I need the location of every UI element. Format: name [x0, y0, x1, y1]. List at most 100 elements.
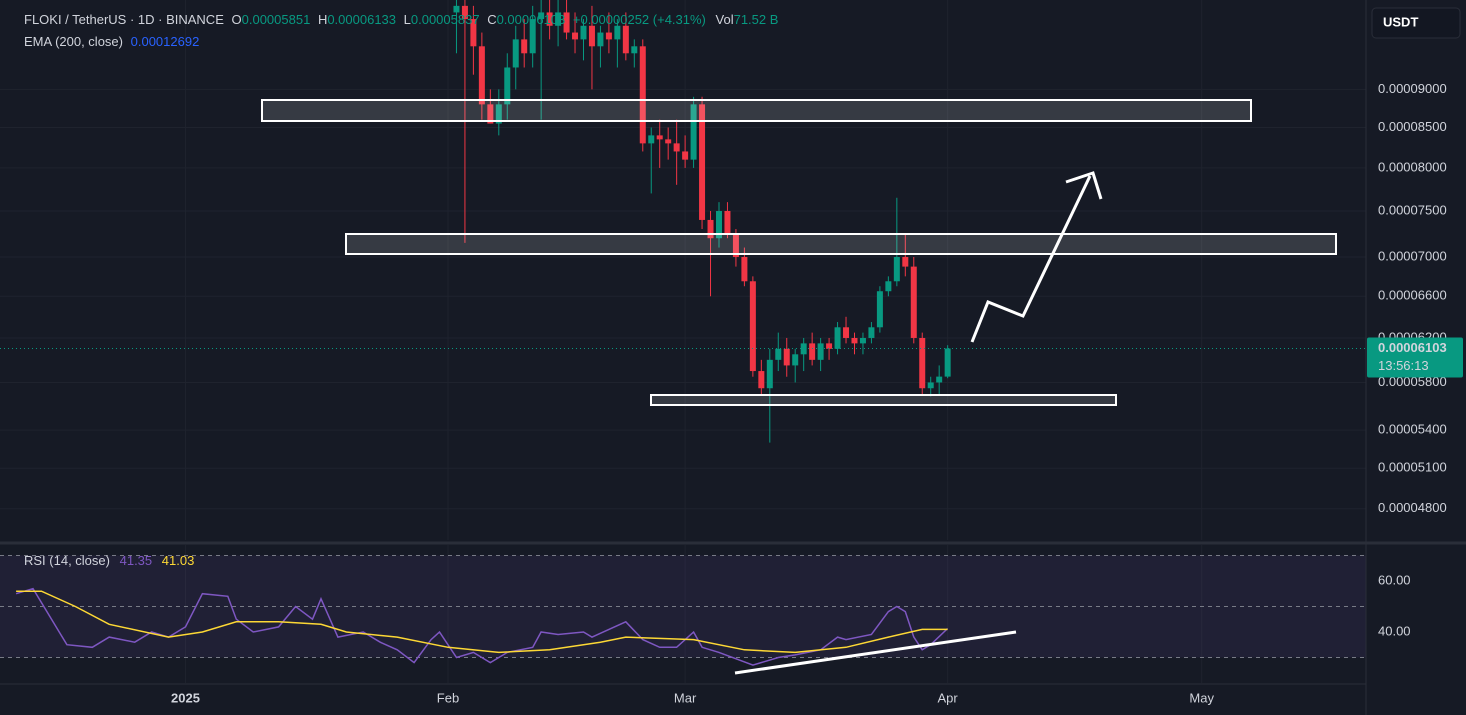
last-price-tag [1367, 337, 1463, 378]
legend: FLOKI / TetherUS · 1D · BINANCE O0.00005… [24, 12, 778, 27]
candle-body [521, 39, 528, 54]
x-tick-label: May [1189, 690, 1214, 705]
candle-body [868, 327, 875, 338]
y-tick-label: 0.00008500 [1378, 119, 1447, 134]
candle-body [902, 257, 909, 267]
candle-body [690, 104, 697, 160]
candle-body [461, 5, 468, 20]
candle-body [682, 151, 689, 160]
candle-body [673, 143, 680, 152]
change: +0.00000252 (+4.31%) [573, 12, 706, 27]
candle-body [741, 257, 748, 282]
candle-body [792, 354, 799, 366]
symbol-title: FLOKI / TetherUS · 1D · BINANCE [24, 12, 224, 27]
candle-body [944, 348, 951, 377]
last-price-label: 0.00006103 [1378, 340, 1447, 355]
y-tick-label: 0.00007000 [1378, 248, 1447, 263]
candle-body [639, 46, 646, 144]
x-tick-label: Mar [674, 690, 697, 705]
volume-label: Vol [716, 12, 734, 27]
candle-body [563, 12, 570, 33]
indicator-legend: EMA (200, close) 0.00012692 [24, 34, 199, 49]
candle-body [478, 46, 485, 105]
candle-body [597, 32, 604, 47]
x-tick-label: Apr [938, 690, 959, 705]
candle-body [927, 382, 934, 389]
zone [345, 233, 1337, 255]
ohlc-value: 0.00006103 [497, 12, 566, 27]
candle-body [715, 210, 722, 239]
candle-body [834, 327, 841, 349]
currency-label[interactable]: USDT [1383, 14, 1418, 29]
candle-body [495, 104, 502, 124]
candle-body [504, 67, 511, 105]
candle-body [851, 337, 858, 344]
candle-body [910, 266, 917, 338]
candle-body [580, 25, 587, 40]
candle-body [699, 104, 706, 220]
candle-body [555, 12, 562, 26]
candle-body [631, 46, 638, 54]
candle-body [749, 281, 756, 372]
y-tick-label: 0.00007500 [1378, 202, 1447, 217]
zone [261, 99, 1252, 122]
candle-body [800, 343, 807, 355]
ohlc-value: 0.00006133 [327, 12, 396, 27]
rsi-line [16, 590, 948, 654]
projection-arrow [970, 175, 1092, 343]
ohlc-label: L [404, 12, 411, 27]
y-tick-label: 0.00009000 [1378, 81, 1447, 96]
indicator-value: 0.00012692 [131, 34, 200, 49]
rsi-ma-value: 41.03 [162, 553, 195, 568]
candle-body [724, 210, 731, 234]
ohlc-value: 0.00005851 [242, 12, 311, 27]
candle-body [707, 219, 714, 239]
candle-body [470, 19, 477, 47]
indicator-name: EMA (200, close) [24, 34, 123, 49]
candle-body [783, 348, 790, 366]
y-tick-label: 0.00005100 [1378, 460, 1447, 475]
countdown: 13:56:13 [1378, 358, 1429, 373]
y-tick-label: 0.00006600 [1378, 288, 1447, 303]
candle-body [859, 337, 866, 344]
candle-body [936, 376, 943, 383]
candle-body [538, 12, 545, 20]
rsi-value: 41.35 [120, 553, 153, 568]
candle-body [588, 25, 595, 47]
y-tick-label: 0.00005800 [1378, 374, 1447, 389]
candle-body [775, 348, 782, 360]
candle-body [453, 5, 460, 13]
candle-body [885, 281, 892, 292]
rsi-tick-label: 60.00 [1378, 572, 1411, 587]
candle-body [665, 139, 672, 144]
rsi-legend: RSI (14, close) 41.35 41.03 [24, 553, 194, 568]
ohlc-label: O [232, 12, 242, 27]
candle-body [758, 371, 765, 389]
rsi-trendline [734, 630, 1017, 675]
candle-body [876, 291, 883, 328]
x-tick-label: 2025 [171, 690, 200, 705]
ohlc-label: H [318, 12, 327, 27]
candle-body [809, 343, 816, 360]
candle-body [826, 343, 833, 349]
y-tick-label: 0.00008000 [1378, 159, 1447, 174]
ohlc-label: C [487, 12, 496, 27]
candle-body [817, 343, 824, 360]
rsi-tick-label: 40.00 [1378, 623, 1411, 638]
candle-body [487, 104, 494, 124]
candle-body [732, 233, 739, 258]
candle-body [766, 359, 773, 389]
candle-body [843, 327, 850, 338]
candle-body [529, 19, 536, 54]
candle-body [512, 39, 519, 68]
candle-body [605, 32, 612, 40]
zone [650, 394, 1117, 406]
candle-body [572, 32, 579, 40]
rsi-title: RSI (14, close) [24, 553, 110, 568]
x-tick-label: Feb [437, 690, 459, 705]
ohlc-value: 0.00005837 [411, 12, 480, 27]
currency-button[interactable] [1371, 7, 1461, 39]
candle-body [614, 25, 621, 40]
